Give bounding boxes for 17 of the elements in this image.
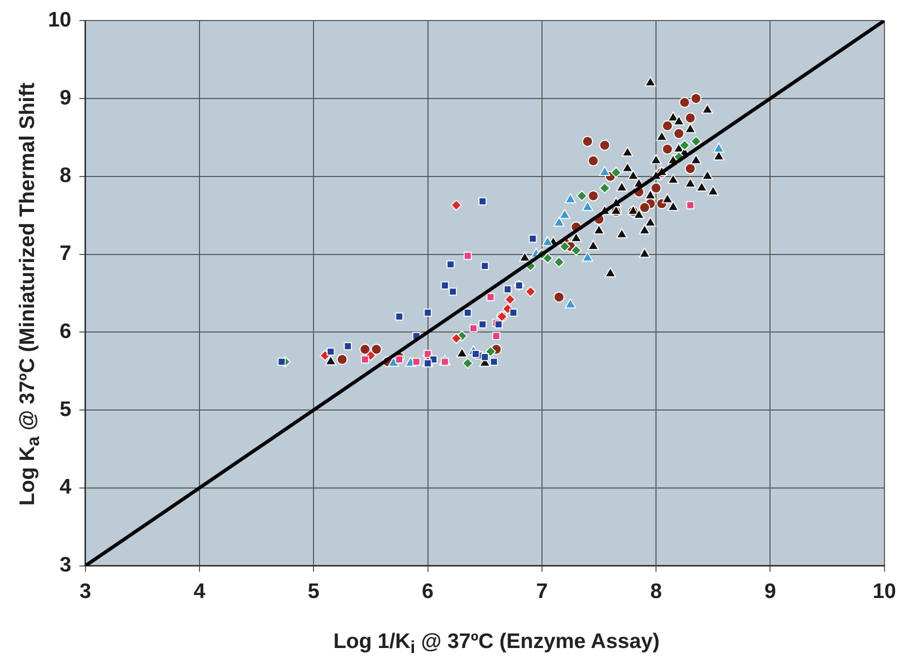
- y-tick-label: 10: [48, 8, 72, 32]
- x-tick-label: 8: [650, 580, 662, 604]
- y-tick-label: 9: [60, 86, 72, 110]
- x-axis-title: Log 1/K$_{i}$ @ 37ºC (Enzyme Assay): [332, 630, 661, 658]
- x-tick-label: 9: [764, 580, 776, 604]
- x-tick-label: 5: [308, 580, 320, 604]
- x-tick-label: 3: [80, 580, 92, 604]
- y-tick-label: 4: [60, 476, 72, 499]
- x-tick-label: 4: [194, 580, 206, 604]
- x-tick-label: 7: [536, 580, 548, 604]
- y-tick-label: 6: [60, 320, 72, 343]
- x-tick-label: 6: [422, 580, 434, 604]
- y-tick-label: 5: [60, 398, 72, 421]
- y-tick-label: 8: [60, 164, 72, 188]
- y-tick-label: 7: [60, 242, 72, 266]
- y-tick-label: 3: [60, 554, 72, 577]
- x-tick-label: 10: [872, 580, 896, 604]
